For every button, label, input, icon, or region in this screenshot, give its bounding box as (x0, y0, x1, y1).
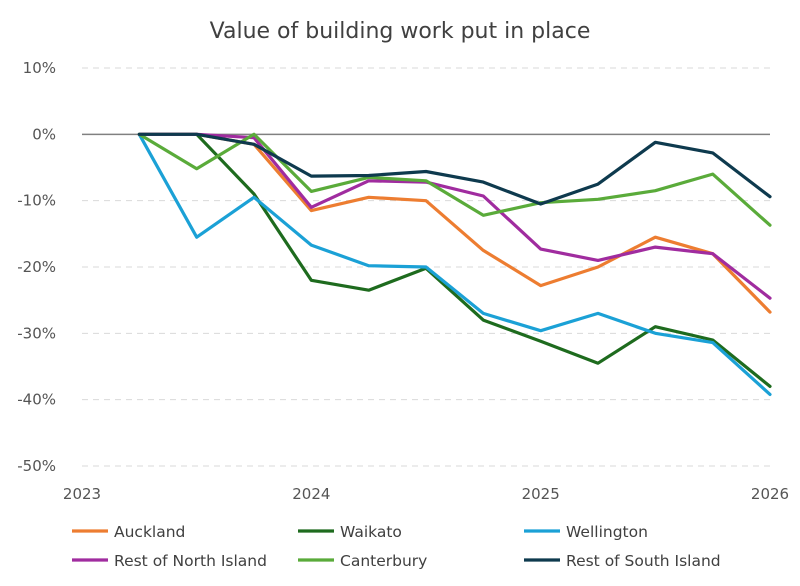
y-tick-label: 0% (32, 125, 56, 143)
x-tick-label: 2023 (63, 485, 101, 503)
series-line-rest-of-north-island (137, 132, 772, 300)
y-tick-label: -10% (17, 192, 56, 210)
legend-label: Rest of South Island (566, 552, 721, 570)
series-lines (137, 132, 772, 396)
x-tick-label: 2024 (292, 485, 330, 503)
y-tick-label: 10% (23, 59, 56, 77)
y-tick-label: -30% (17, 324, 56, 342)
x-tick-label: 2025 (522, 485, 560, 503)
legend-label: Canterbury (340, 552, 427, 570)
x-tick-label: 2026 (751, 485, 789, 503)
y-tick-label: -40% (17, 391, 56, 409)
legend-label: Wellington (566, 523, 648, 541)
legend-label: Rest of North Island (114, 552, 267, 570)
series-line-waikato (137, 132, 772, 388)
y-tick-label: -20% (17, 258, 56, 276)
legend-label: Waikato (340, 523, 402, 541)
legend-label: Auckland (114, 523, 185, 541)
legend: Auckland Waikato Wellington Rest of North I… (72, 523, 721, 570)
series-line-canterbury (137, 132, 772, 227)
y-tick-label: -50% (17, 457, 56, 475)
chart-title: Value of building work put in place (210, 19, 591, 44)
series-line-auckland (137, 132, 772, 314)
series-line-wellington (137, 132, 772, 396)
y-axis-ticks: 10% 0% -10% -20% -30% -40% -50% (17, 59, 56, 475)
x-axis-ticks: 2023 2024 2025 2026 (63, 485, 789, 503)
series-line-rest-of-south-island (137, 132, 772, 206)
